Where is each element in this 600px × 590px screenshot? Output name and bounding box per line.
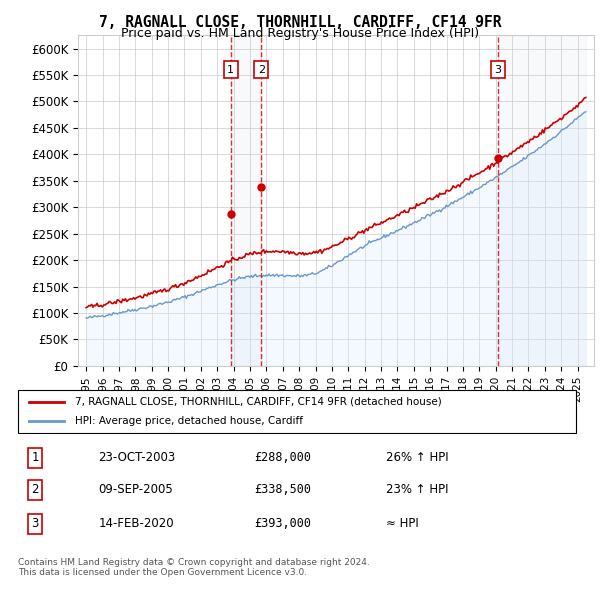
- Text: 23-OCT-2003: 23-OCT-2003: [98, 451, 176, 464]
- Text: Contains HM Land Registry data © Crown copyright and database right 2024.
This d: Contains HM Land Registry data © Crown c…: [18, 558, 370, 577]
- Text: 3: 3: [494, 65, 501, 75]
- Text: £393,000: £393,000: [254, 517, 311, 530]
- Text: 7, RAGNALL CLOSE, THORNHILL, CARDIFF, CF14 9FR (detached house): 7, RAGNALL CLOSE, THORNHILL, CARDIFF, CF…: [76, 397, 442, 407]
- Text: 7, RAGNALL CLOSE, THORNHILL, CARDIFF, CF14 9FR: 7, RAGNALL CLOSE, THORNHILL, CARDIFF, CF…: [99, 15, 501, 30]
- Text: £338,500: £338,500: [254, 483, 311, 496]
- Text: 1: 1: [227, 65, 234, 75]
- Text: HPI: Average price, detached house, Cardiff: HPI: Average price, detached house, Card…: [76, 417, 304, 426]
- Text: 3: 3: [31, 517, 39, 530]
- Text: 2: 2: [31, 483, 39, 496]
- Bar: [230, 35, 262, 366]
- Text: 23% ↑ HPI: 23% ↑ HPI: [386, 483, 449, 496]
- Text: 26% ↑ HPI: 26% ↑ HPI: [386, 451, 449, 464]
- Text: 14-FEB-2020: 14-FEB-2020: [98, 517, 174, 530]
- FancyBboxPatch shape: [18, 391, 577, 433]
- Text: £288,000: £288,000: [254, 451, 311, 464]
- Text: 1: 1: [31, 451, 39, 464]
- Text: 2: 2: [258, 65, 265, 75]
- Text: ≈ HPI: ≈ HPI: [386, 517, 419, 530]
- Text: Price paid vs. HM Land Registry's House Price Index (HPI): Price paid vs. HM Land Registry's House …: [121, 27, 479, 40]
- Bar: [497, 35, 586, 366]
- Text: 09-SEP-2005: 09-SEP-2005: [98, 483, 173, 496]
